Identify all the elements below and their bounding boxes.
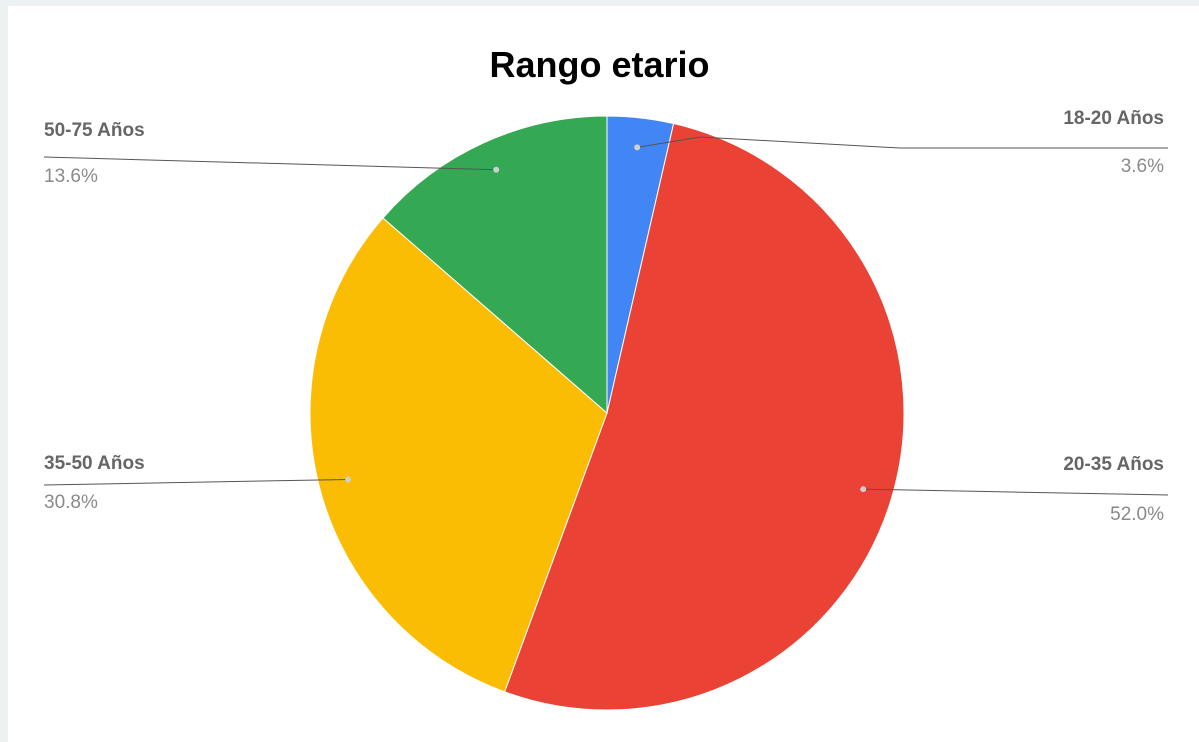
leader-line-35-50-a-os xyxy=(43,478,349,486)
leader-lines xyxy=(43,136,1169,496)
slice-percent-18-20-a-os: 3.6% xyxy=(1121,156,1164,177)
leader-dot-18-20-a-os xyxy=(634,144,641,151)
slice-label-20-35-a-os: 20-35 Años xyxy=(1063,454,1164,475)
leader-line-20-35-a-os xyxy=(863,488,1169,496)
slice-percent-35-50-a-os: 30.8% xyxy=(44,492,98,513)
leader-line-18-20-a-os xyxy=(637,136,1168,149)
slice-percent-20-35-a-os: 52.0% xyxy=(1110,504,1164,525)
pie-slice-35-50-a-os xyxy=(309,217,608,693)
pie-slice-50-75-a-os xyxy=(382,115,608,415)
leader-dot-35-50-a-os xyxy=(345,476,352,483)
slice-label-18-20-a-os: 18-20 Años xyxy=(1063,108,1164,129)
leader-dot-20-35-a-os xyxy=(860,486,867,493)
leader-line-50-75-a-os xyxy=(43,156,497,171)
slice-labels: 18-20 Años 3.6% 20-35 Años 52.0% 35-50 Años 3… xyxy=(44,108,1164,525)
pie-slices xyxy=(309,115,905,711)
pie-slice-20-35-a-os xyxy=(503,122,905,711)
chart-title: Rango etario xyxy=(489,44,710,85)
slice-label-35-50-a-os: 35-50 Años xyxy=(44,453,145,474)
slice-percent-50-75-a-os: 13.6% xyxy=(44,166,98,187)
leader-dot-50-75-a-os xyxy=(493,166,500,173)
slice-label-50-75-a-os: 50-75 Años xyxy=(44,120,145,141)
